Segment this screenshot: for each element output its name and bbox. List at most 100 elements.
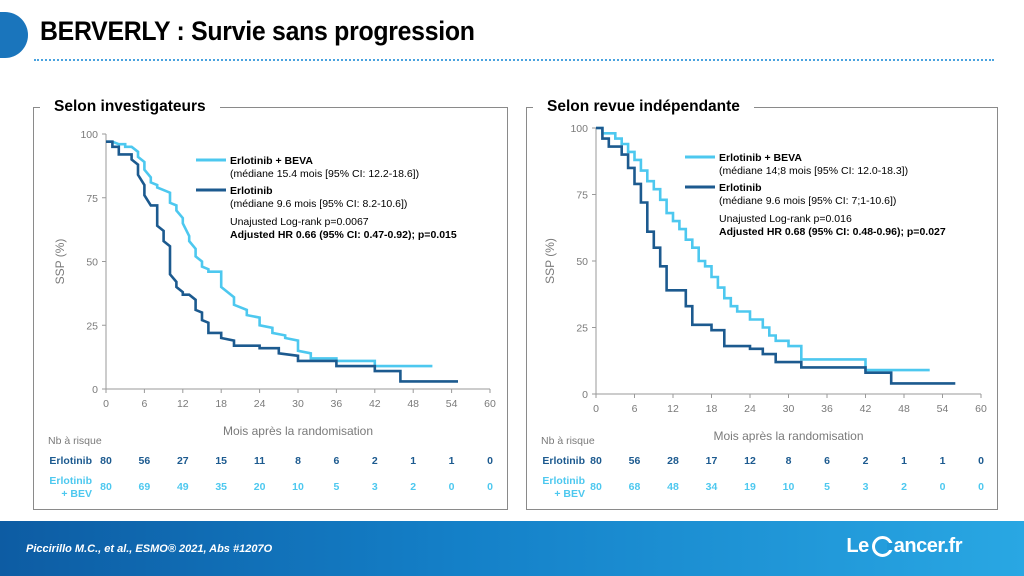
risk-value: 2	[410, 481, 416, 493]
risk-value: 10	[292, 481, 304, 493]
y-tick-label: 100	[80, 129, 98, 141]
risk-value: 48	[667, 481, 679, 493]
legend-text: Erlotinib	[719, 182, 762, 194]
risk-value: 2	[372, 455, 378, 467]
risk-row-label: Erlotinib	[542, 475, 585, 487]
legend-text: (médiane 15.4 mois [95% CI: 12.2-18.6])	[230, 168, 419, 180]
x-tick-label: 48	[898, 403, 910, 415]
citation: Piccirillo M.C., et al., ESMO® 2021, Abs…	[26, 543, 273, 555]
risk-value: 34	[706, 481, 718, 493]
risk-row-label: Erlotinib	[49, 455, 92, 467]
risk-value: 49	[177, 481, 189, 493]
x-tick-label: 54	[446, 398, 458, 410]
x-tick-label: 18	[706, 403, 718, 415]
risk-value: 1	[410, 455, 416, 467]
x-tick-label: 54	[937, 403, 949, 415]
series-line-erlotinib	[106, 140, 458, 383]
risk-value: 5	[824, 481, 830, 493]
x-axis-label: Mois après la randomisation	[223, 424, 373, 438]
risk-value: 80	[590, 481, 602, 493]
legend-text: (médiane 9.6 mois [95% CI: 7;1-10.6])	[719, 195, 896, 207]
risk-value: 8	[786, 455, 792, 467]
x-tick-label: 36	[821, 403, 833, 415]
panel-independent-review: Selon revue indépendante 0 25 50 75 100 0 6 12 1…	[526, 98, 998, 510]
y-tick-label: 75	[86, 193, 98, 205]
risk-row-label: Erlotinib	[49, 475, 92, 487]
series-line-erlotinib-beva	[596, 126, 930, 372]
y-tick-label: 0	[92, 384, 98, 396]
risk-value: 28	[667, 455, 679, 467]
risk-value: 15	[215, 455, 227, 467]
risk-value: 19	[744, 481, 756, 493]
risk-value: 10	[783, 481, 795, 493]
accent-tab	[0, 12, 28, 58]
x-tick-label: 12	[177, 398, 189, 410]
risk-row-label: Erlotinib	[542, 455, 585, 467]
x-tick-label: 30	[783, 403, 795, 415]
x-tick-label: 24	[254, 398, 266, 410]
legend-text: (médiane 9.6 mois [95% CI: 8.2-10.6])	[230, 198, 407, 210]
stat-text: Adjusted HR 0.66 (95% CI: 0.47-0.92); p=…	[230, 229, 457, 241]
x-tick-label: 42	[860, 403, 872, 415]
legend-text: Erlotinib	[230, 185, 273, 197]
x-tick-label: 60	[484, 398, 496, 410]
x-tick-label: 36	[331, 398, 343, 410]
risk-table-title: Nb à risque	[48, 435, 102, 447]
risk-value: 56	[139, 455, 151, 467]
x-tick-label: 6	[141, 398, 147, 410]
y-axis-label: SSP (%)	[53, 239, 67, 285]
stat-text: Adjusted HR 0.68 (95% CI: 0.48-0.96); p=…	[719, 226, 946, 238]
risk-value: 20	[254, 481, 266, 493]
risk-value: 68	[629, 481, 641, 493]
legend-text: Erlotinib + BEVA	[719, 152, 802, 164]
y-axis-label: SSP (%)	[543, 238, 557, 284]
x-tick-label: 24	[744, 403, 756, 415]
y-tick-label: 75	[576, 190, 588, 202]
panel-title: Selon revue indépendante	[533, 98, 754, 116]
risk-row-label: + BEV	[61, 488, 92, 500]
panel-title: Selon investigateurs	[40, 98, 220, 116]
risk-value: 0	[449, 481, 455, 493]
risk-value: 0	[487, 455, 493, 467]
risk-value: 2	[901, 481, 907, 493]
logo-text-right: ancer.fr	[893, 535, 963, 557]
logo-text-left: Le	[846, 535, 869, 557]
panel-investigators: Selon investigateurs 0 25 50 75 100 0 6 12 18 24 3…	[33, 98, 508, 510]
risk-value: 27	[177, 455, 189, 467]
x-tick-label: 0	[103, 398, 109, 410]
y-tick-label: 50	[576, 256, 588, 268]
y-tick-label: 100	[570, 123, 588, 135]
brand-logo[interactable]: Le ancer.fr	[846, 535, 963, 558]
x-axis-label: Mois après la randomisation	[713, 429, 863, 443]
y-tick-label: 0	[582, 389, 588, 401]
x-tick-label: 60	[975, 403, 987, 415]
legend-text: (médiane 14;8 mois [95% CI: 12.0-18.3])	[719, 165, 908, 177]
risk-value: 1	[449, 455, 455, 467]
risk-value: 12	[744, 455, 756, 467]
risk-value: 35	[215, 481, 227, 493]
risk-value: 56	[629, 455, 641, 467]
risk-value: 2	[863, 455, 869, 467]
risk-row-label: + BEV	[554, 488, 585, 500]
x-tick-label: 30	[292, 398, 304, 410]
y-tick-label: 25	[576, 323, 588, 335]
x-tick-label: 42	[369, 398, 381, 410]
x-tick-label: 12	[667, 403, 679, 415]
legend-text: Erlotinib + BEVA	[230, 155, 313, 167]
risk-value: 11	[254, 455, 265, 467]
risk-value: 3	[863, 481, 869, 493]
risk-value: 80	[100, 481, 112, 493]
risk-value: 8	[295, 455, 301, 467]
risk-value: 1	[940, 455, 946, 467]
risk-value: 0	[940, 481, 946, 493]
risk-value: 80	[590, 455, 602, 467]
risk-value: 5	[333, 481, 339, 493]
risk-value: 0	[487, 481, 493, 493]
x-tick-label: 0	[593, 403, 599, 415]
risk-value: 80	[100, 455, 112, 467]
footer-bar: Piccirillo M.C., et al., ESMO® 2021, Abs…	[0, 521, 1024, 576]
y-tick-label: 25	[86, 320, 98, 332]
title-divider	[34, 59, 994, 61]
series-line-erlotinib	[596, 126, 956, 385]
